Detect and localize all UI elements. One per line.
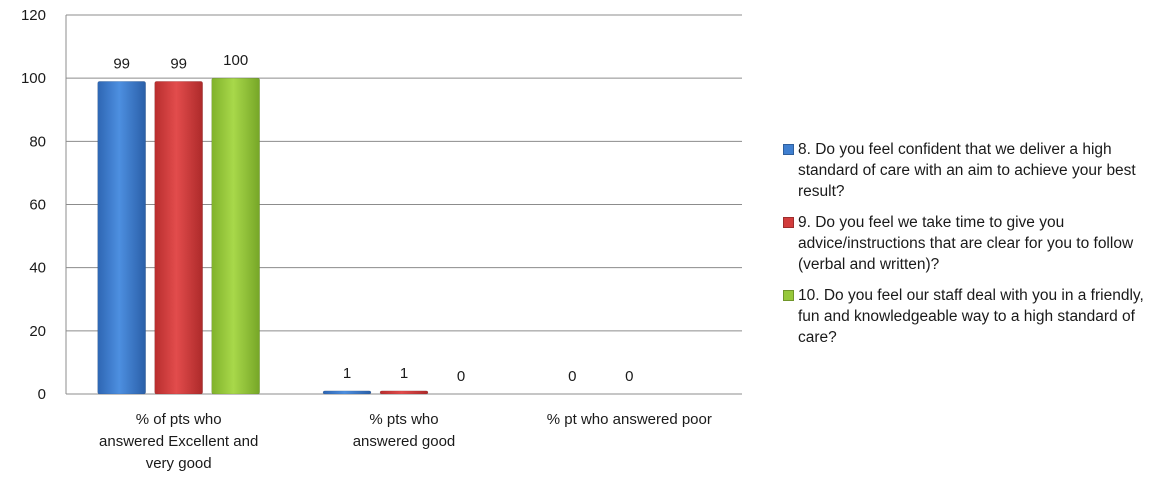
legend-swatch-q10: [783, 290, 794, 301]
bar-series2-cat2: [379, 390, 429, 395]
data-label-series1-cat1: 99: [113, 55, 130, 72]
y-tick-label: 100: [21, 70, 46, 87]
legend-label-q8: 8. Do you feel confident that we deliver…: [798, 141, 1136, 200]
bar-series1-cat1: [97, 81, 146, 395]
bar-series1-cat2: [322, 390, 372, 395]
y-tick-label: 80: [29, 133, 46, 150]
data-label-series2-cat3: 0: [625, 368, 633, 385]
legend-item-q10: 10. Do you feel our staff deal with you …: [783, 285, 1167, 348]
legend-item-q8: 8. Do you feel confident that we deliver…: [783, 139, 1167, 202]
legend-label-q10: 10. Do you feel our staff deal with you …: [798, 287, 1144, 346]
legend-label-q9: 9. Do you feel we take time to give you …: [798, 214, 1134, 273]
data-label-series3-cat1: 100: [223, 52, 248, 69]
legend-item-q9: 9. Do you feel we take time to give you …: [783, 212, 1167, 275]
y-tick-label: 40: [29, 260, 46, 277]
y-tick-label: 0: [38, 386, 46, 403]
data-label-series3-cat2: 0: [457, 368, 465, 385]
legend: 8. Do you feel confident that we deliver…: [783, 139, 1167, 358]
x-category-label: very good: [146, 455, 212, 472]
x-category-label: % pts who: [369, 411, 438, 428]
x-category-label: answered good: [353, 433, 456, 450]
legend-swatch-q9: [783, 217, 794, 228]
y-tick-label: 20: [29, 323, 46, 340]
x-category-label: answered Excellent and: [99, 433, 258, 450]
data-label-series2-cat1: 99: [170, 55, 187, 72]
x-category-label: % of pts who: [136, 411, 222, 428]
bar-series3-cat1: [211, 77, 260, 395]
x-category-label: % pt who answered poor: [547, 411, 712, 428]
data-label-series2-cat2: 1: [400, 365, 408, 382]
y-tick-label: 60: [29, 197, 46, 214]
bar-series2-cat1: [154, 81, 203, 395]
legend-swatch-q8: [783, 144, 794, 155]
data-label-series1-cat2: 1: [343, 365, 351, 382]
y-tick-label: 120: [21, 7, 46, 24]
data-label-series1-cat3: 0: [568, 368, 576, 385]
